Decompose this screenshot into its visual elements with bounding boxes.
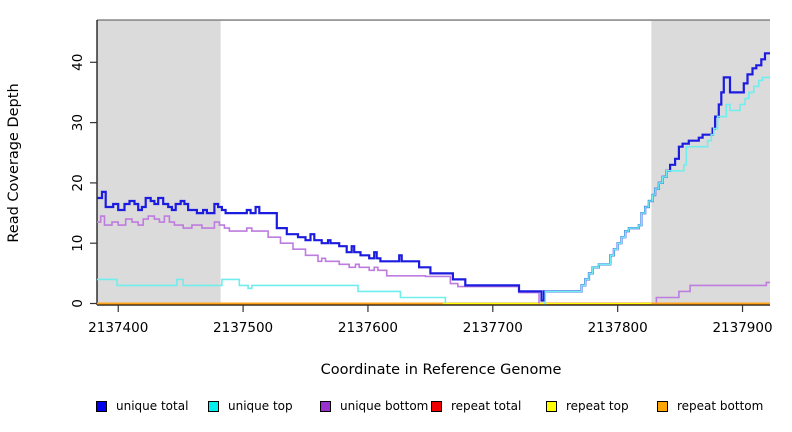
legend-label: repeat total	[451, 399, 522, 413]
legend-item-unique-total: unique total	[96, 397, 188, 415]
y-tick-label: 40	[70, 54, 86, 71]
x-axis-title: Coordinate in Reference Genome	[320, 362, 562, 378]
series-unique-bottom-line	[97, 215, 770, 305]
right-repeat-region	[651, 20, 770, 304]
x-tick-label: 2137600	[338, 320, 398, 336]
legend-label: unique total	[116, 399, 189, 413]
legend-swatch-repeat-total	[431, 400, 442, 412]
left-repeat-region	[97, 20, 221, 304]
x-tick-label: 2137900	[712, 320, 772, 336]
legend-item-unique-bottom: unique bottom	[320, 397, 428, 415]
legend-item-repeat-bottom: repeat bottom	[657, 397, 763, 415]
x-tick-label: 2137700	[463, 320, 523, 336]
legend-swatch-unique-total	[96, 400, 107, 412]
legend-label: repeat top	[566, 399, 629, 413]
legend-label: unique top	[228, 399, 293, 413]
legend-label: unique bottom	[340, 399, 429, 413]
y-axis-title: Read Coverage Depth	[6, 83, 22, 243]
series-unique-top-line	[97, 76, 770, 305]
legend-swatch-unique-top	[208, 400, 219, 412]
y-tick-label: 10	[70, 235, 86, 252]
legend-swatch-unique-bottom	[320, 400, 331, 412]
coverage-plot-canvas: 2137400 2137500 2137600 2137700 2137800 21379…	[70, 19, 773, 336]
legend-item-unique-top: unique top	[208, 397, 293, 415]
y-tick-label: 0	[70, 299, 86, 308]
legend-item-repeat-top: repeat top	[546, 397, 629, 415]
x-tick-label: 2137800	[588, 320, 648, 336]
x-tick-label: 2137400	[88, 320, 148, 336]
legend-label: repeat bottom	[677, 399, 764, 413]
legend: unique total unique top unique bottom repea…	[0, 397, 792, 417]
y-tick-label: 30	[70, 114, 86, 131]
series-unique-total-line	[97, 52, 770, 302]
legend-swatch-repeat-bottom	[657, 400, 668, 412]
x-tick-label: 2137500	[213, 320, 273, 336]
y-tick-label: 20	[70, 174, 86, 191]
legend-swatch-repeat-top	[546, 400, 557, 412]
legend-item-repeat-total: repeat total	[431, 397, 521, 415]
